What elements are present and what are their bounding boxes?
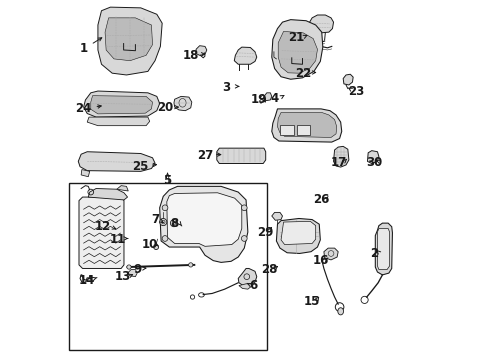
Polygon shape [127, 270, 137, 277]
Polygon shape [264, 93, 271, 101]
Text: 1: 1 [79, 42, 88, 55]
Text: 6: 6 [249, 279, 257, 292]
Polygon shape [87, 117, 150, 126]
Polygon shape [271, 212, 282, 220]
Text: 14: 14 [79, 274, 95, 287]
Polygon shape [277, 112, 336, 137]
Text: 2: 2 [370, 247, 378, 260]
Text: 4: 4 [270, 92, 278, 105]
Polygon shape [196, 46, 206, 55]
Text: 22: 22 [294, 67, 311, 80]
Bar [69, 183, 267, 350]
Text: 12: 12 [95, 220, 111, 233]
Ellipse shape [159, 218, 166, 226]
Polygon shape [83, 91, 159, 117]
Text: 20: 20 [157, 101, 173, 114]
Polygon shape [159, 186, 247, 262]
Text: 28: 28 [260, 263, 277, 276]
Bar [296, 125, 310, 135]
Polygon shape [98, 7, 162, 75]
Ellipse shape [162, 205, 167, 211]
Text: 23: 23 [348, 85, 364, 97]
Text: 19: 19 [250, 94, 266, 106]
Polygon shape [234, 47, 256, 64]
Text: 10: 10 [141, 238, 157, 251]
Polygon shape [367, 151, 378, 164]
Text: 24: 24 [76, 102, 91, 115]
Polygon shape [271, 20, 322, 79]
Text: 25: 25 [132, 160, 149, 172]
Polygon shape [276, 218, 319, 253]
Polygon shape [81, 170, 90, 177]
Text: 30: 30 [366, 156, 382, 169]
Ellipse shape [188, 263, 193, 267]
Ellipse shape [127, 265, 131, 269]
Polygon shape [239, 284, 251, 289]
Ellipse shape [162, 236, 167, 241]
Text: 17: 17 [330, 156, 346, 169]
Polygon shape [377, 228, 389, 270]
Text: 7: 7 [151, 213, 159, 226]
Ellipse shape [241, 205, 247, 211]
Text: 21: 21 [287, 31, 303, 44]
Polygon shape [333, 146, 348, 167]
Polygon shape [88, 188, 127, 200]
Bar [279, 125, 293, 135]
Polygon shape [78, 152, 155, 171]
Polygon shape [216, 148, 265, 164]
Ellipse shape [170, 220, 177, 227]
Ellipse shape [337, 308, 343, 315]
Text: 26: 26 [312, 193, 329, 206]
Text: 13: 13 [115, 270, 131, 283]
Polygon shape [309, 15, 333, 33]
Polygon shape [271, 109, 341, 142]
Text: 27: 27 [197, 149, 212, 162]
Polygon shape [238, 268, 256, 286]
Polygon shape [166, 193, 242, 246]
Ellipse shape [241, 236, 247, 241]
Text: 16: 16 [312, 254, 329, 267]
Text: 8: 8 [170, 217, 179, 230]
Polygon shape [375, 223, 392, 275]
Ellipse shape [153, 245, 158, 250]
Text: 5: 5 [163, 174, 171, 187]
Text: 3: 3 [222, 81, 230, 94]
Polygon shape [105, 18, 152, 61]
Text: 11: 11 [109, 233, 125, 246]
Polygon shape [323, 248, 337, 260]
Polygon shape [280, 221, 315, 245]
Text: 29: 29 [257, 226, 273, 238]
Text: 9: 9 [133, 263, 141, 276]
Polygon shape [91, 96, 152, 114]
Polygon shape [79, 197, 124, 268]
Text: 15: 15 [303, 295, 319, 308]
Polygon shape [278, 31, 317, 73]
Polygon shape [343, 74, 352, 85]
Polygon shape [174, 96, 191, 111]
Text: 18: 18 [182, 49, 198, 62]
Polygon shape [117, 186, 128, 191]
